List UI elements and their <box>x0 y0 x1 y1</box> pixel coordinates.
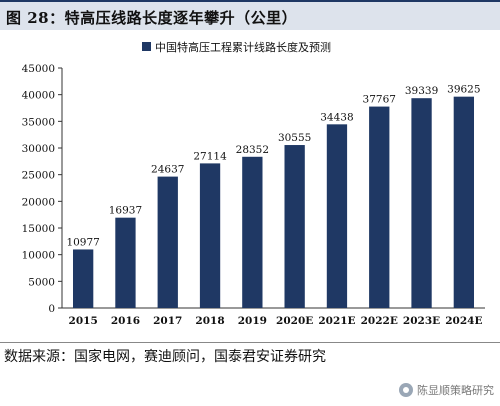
x-tick-label: 2016 <box>111 315 140 327</box>
y-tick-label: 15000 <box>22 223 55 235</box>
bar <box>326 124 348 309</box>
y-tick-label: 10000 <box>22 250 55 262</box>
bar <box>115 217 136 308</box>
watermark-text: 陈显顺策略研究 <box>417 384 494 397</box>
x-tick-label: 2017 <box>153 315 182 327</box>
y-tick-label: 5000 <box>28 276 55 288</box>
figure-title: 图 28：特高压线路长度逐年攀升（公里） <box>6 9 298 27</box>
y-tick-label: 35000 <box>22 116 55 128</box>
watermark: 陈显顺策略研究 <box>399 382 494 398</box>
source-divider <box>0 342 500 343</box>
y-tick-label: 45000 <box>22 63 55 75</box>
x-tick-label: 2021E <box>318 315 355 327</box>
data-label: 34438 <box>320 111 353 123</box>
data-label: 10977 <box>66 236 99 248</box>
y-tick-label: 30000 <box>22 143 55 155</box>
bar <box>284 145 305 308</box>
bar <box>199 163 221 308</box>
bar <box>453 96 475 309</box>
bar <box>242 156 263 308</box>
data-label: 16937 <box>109 205 142 217</box>
y-tick-label: 0 <box>48 303 55 315</box>
x-tick-label: 2015 <box>69 315 98 327</box>
bar <box>411 98 432 308</box>
data-label: 24637 <box>151 164 184 176</box>
legend-label: 中国特高压工程累计线路长度及预测 <box>155 40 331 54</box>
x-tick-label: 2023E <box>403 315 440 327</box>
data-label: 30555 <box>278 132 311 144</box>
data-label: 27114 <box>193 150 227 162</box>
figure-title-bar: 图 28：特高压线路长度逐年攀升（公里） <box>0 0 500 30</box>
data-label: 37767 <box>363 94 396 106</box>
y-tick-label: 20000 <box>22 196 55 208</box>
x-tick-label: 2018 <box>195 315 224 327</box>
bar-chart: 中国特高压工程累计线路长度及预测 0 5000 10000 15000 20000 2500… <box>22 40 485 327</box>
x-tick-label: 2024E <box>445 315 482 327</box>
legend-swatch <box>142 42 151 51</box>
data-label: 28352 <box>236 144 269 156</box>
bar <box>72 249 94 308</box>
data-source: 数据来源：国家电网，赛迪顾问，国泰君安证券研究 <box>4 349 326 365</box>
y-tick-label: 40000 <box>22 90 55 102</box>
bar <box>157 176 178 308</box>
account-icon <box>399 383 413 397</box>
data-label: 39339 <box>405 85 438 97</box>
bar <box>369 106 390 309</box>
x-tick-label: 2020E <box>276 315 313 327</box>
x-tick-label: 2019 <box>238 315 267 327</box>
x-tick-label: 2022E <box>361 315 398 327</box>
data-label: 39625 <box>447 84 480 96</box>
y-tick-label: 25000 <box>22 170 55 182</box>
